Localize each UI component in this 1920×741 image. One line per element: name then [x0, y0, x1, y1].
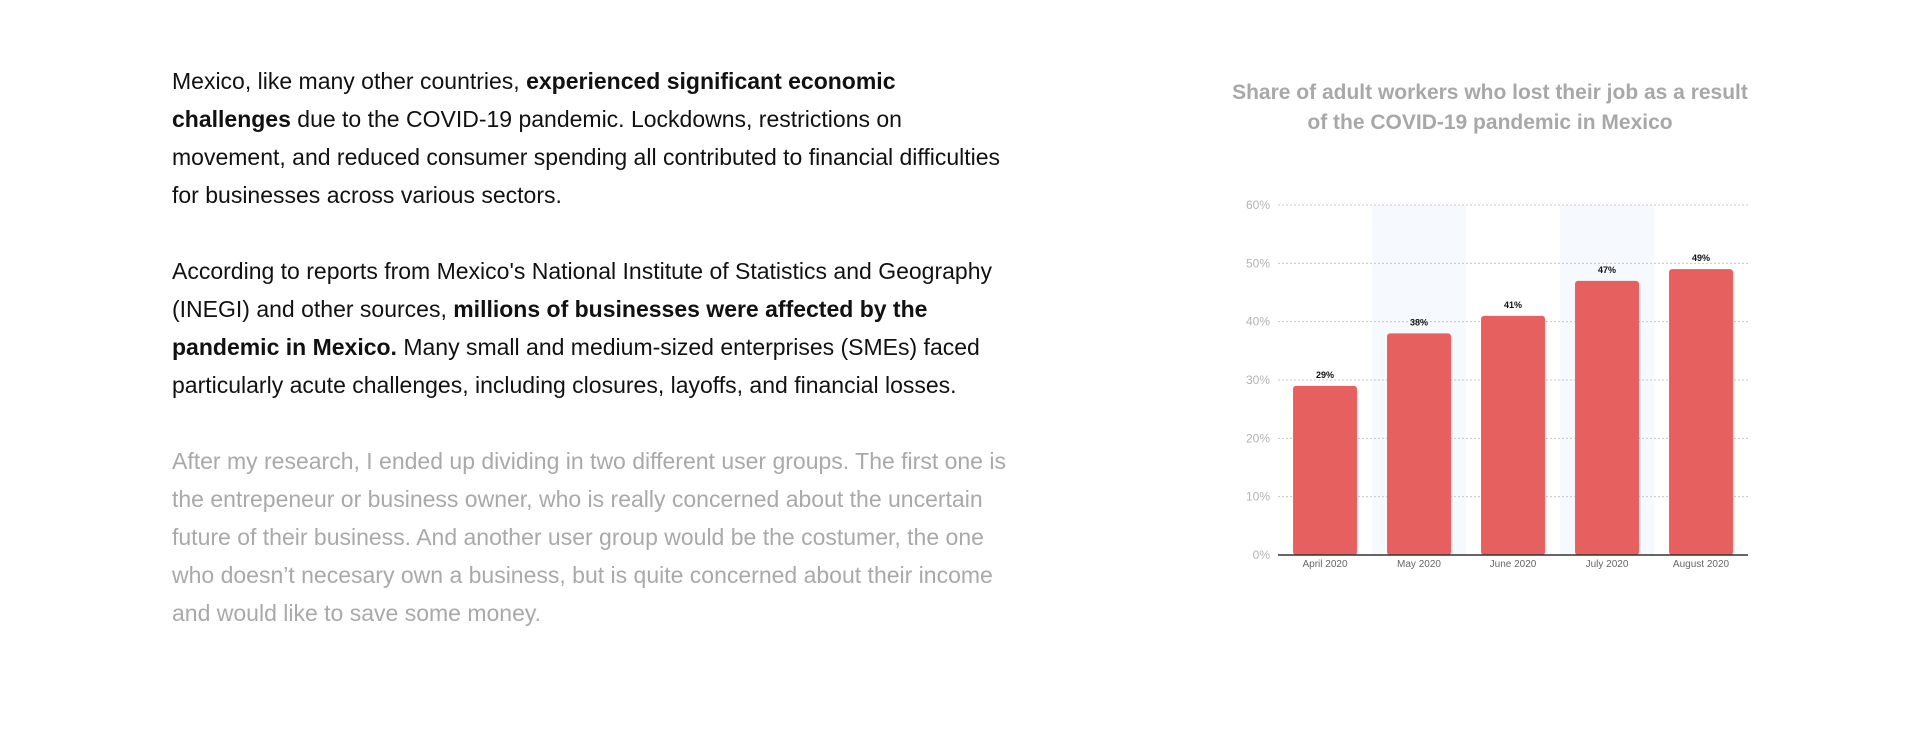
- paragraph-inegi: According to reports from Mexico's Natio…: [172, 252, 1012, 404]
- y-tick-label: 20%: [1246, 431, 1270, 445]
- chart-title: Share of adult workers who lost their jo…: [1232, 81, 1748, 134]
- intro-emphasis: experienced significant economic challen…: [172, 68, 896, 132]
- y-tick-label: 60%: [1246, 198, 1270, 212]
- x-tick-label: June 2020: [1490, 559, 1537, 570]
- inegi-text-2: Many small and medium-sized enterprises …: [172, 334, 980, 398]
- intro-text-1: Mexico, like many other countries,: [172, 68, 527, 94]
- intro-text-2: due to the COVID-19 pandemic. Lockdowns,…: [172, 106, 1001, 208]
- bar: [1669, 269, 1733, 555]
- bar-value-label: 29%: [1316, 370, 1334, 380]
- bar-chart: 0% 10% 20% 30% 40% 50% 60% 29% April 2020 38% May …: [1246, 198, 1748, 570]
- inegi-text-1: According to reports from Mexico's Natio…: [172, 258, 992, 322]
- y-tick-label: 0%: [1253, 548, 1271, 562]
- paragraph-user-groups: After my research, I ended up dividing i…: [172, 448, 1006, 626]
- bar-value-label: 47%: [1598, 265, 1616, 275]
- paragraph-intro: Mexico, like many other countries, exper…: [172, 62, 1012, 214]
- article-text: Mexico, like many other countries, exper…: [172, 62, 1012, 670]
- bar: [1293, 385, 1357, 555]
- bar-value-label: 38%: [1410, 317, 1428, 327]
- inegi-emphasis: millions of businesses were affected by …: [172, 296, 928, 360]
- y-tick-label: 10%: [1246, 490, 1270, 504]
- bar-value-label: 49%: [1692, 253, 1710, 263]
- y-tick-label: 50%: [1246, 256, 1270, 270]
- x-tick-label: May 2020: [1397, 559, 1441, 570]
- y-tick-label: 40%: [1246, 315, 1270, 329]
- bar-value-label: 41%: [1504, 300, 1522, 310]
- bar: [1387, 333, 1451, 555]
- bar: [1575, 280, 1639, 555]
- x-tick-label: July 2020: [1586, 559, 1629, 570]
- x-tick-label: August 2020: [1673, 559, 1730, 570]
- bar: [1481, 315, 1545, 555]
- y-tick-label: 30%: [1246, 373, 1270, 387]
- x-tick-label: April 2020: [1302, 559, 1347, 570]
